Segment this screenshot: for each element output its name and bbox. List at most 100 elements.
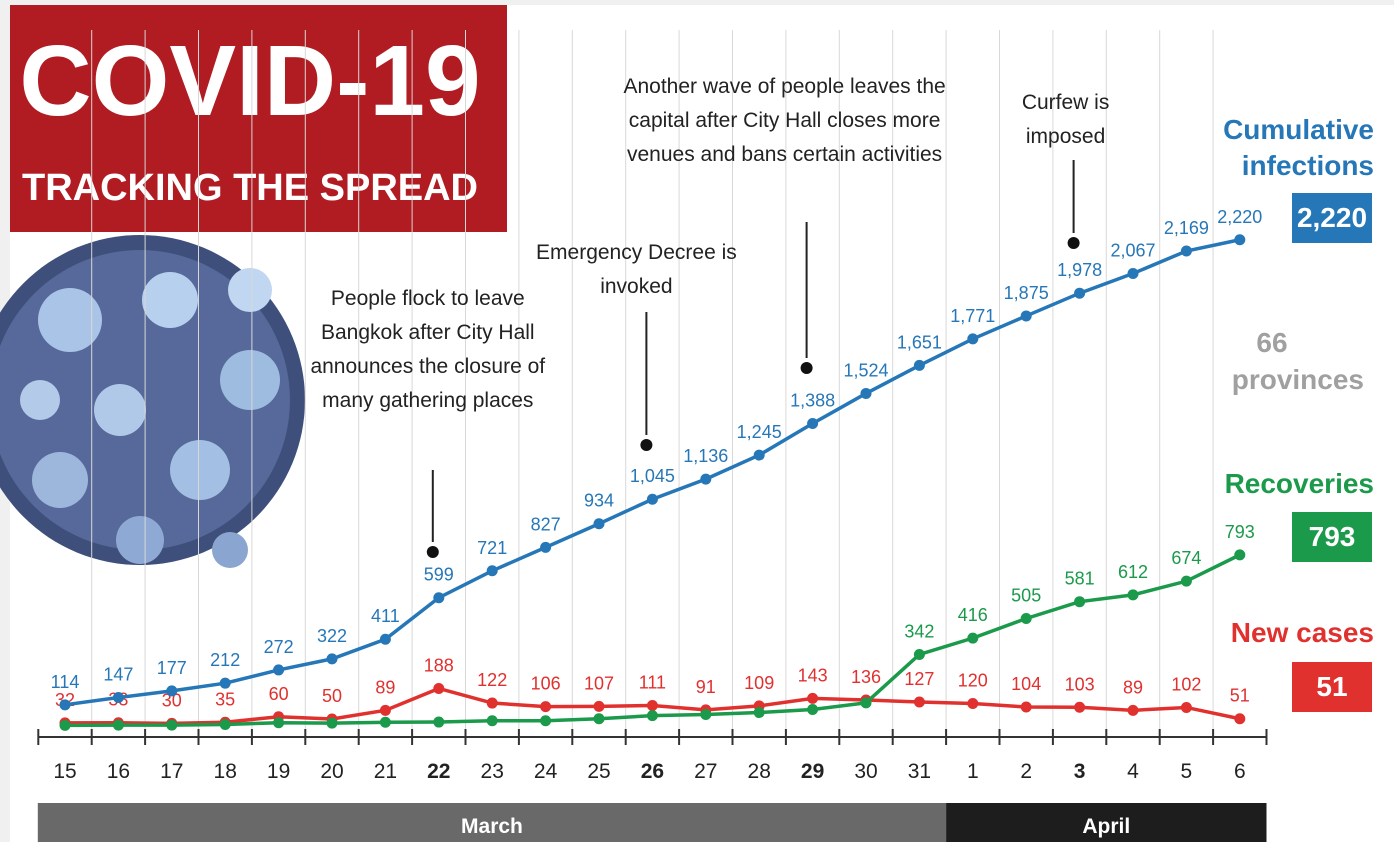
data-point (860, 387, 872, 399)
data-label: 122 (477, 670, 507, 690)
x-tick-label: 18 (214, 760, 237, 783)
data-label: 30 (162, 690, 182, 710)
data-point (1020, 701, 1032, 713)
data-point (1127, 268, 1139, 280)
data-point (326, 717, 338, 729)
data-label: 342 (904, 621, 934, 641)
data-point (913, 359, 925, 371)
virus-illustration (0, 235, 305, 568)
data-label: 1,524 (843, 360, 888, 380)
data-label: 1,388 (790, 390, 835, 410)
data-label: 2,220 (1217, 207, 1262, 227)
data-label: 212 (210, 650, 240, 670)
annotation-dot (640, 439, 653, 451)
data-point (59, 719, 71, 731)
title-box (10, 5, 507, 232)
data-point (753, 707, 765, 719)
data-label: 136 (851, 667, 881, 687)
data-point (593, 518, 605, 530)
data-label: 51 (1230, 686, 1250, 706)
data-label: 674 (1171, 548, 1201, 568)
x-tick-label: 27 (694, 760, 717, 783)
x-tick-label: 15 (53, 760, 76, 783)
x-tick-label: 20 (320, 760, 343, 783)
data-point (646, 710, 658, 722)
data-point (486, 697, 498, 709)
data-point (433, 716, 445, 728)
data-point (807, 692, 819, 704)
x-tick-label: 16 (107, 760, 130, 783)
x-tick-label: 22 (427, 760, 450, 783)
data-point (1234, 713, 1246, 725)
subtitle: TRACKING THE SPREAD (22, 167, 478, 209)
data-point (219, 718, 231, 730)
data-point (326, 653, 338, 665)
month-bar (37, 803, 947, 842)
data-label: 89 (1123, 677, 1143, 697)
data-label: 177 (157, 658, 187, 678)
data-point (1180, 701, 1192, 713)
data-point (1074, 596, 1086, 608)
data-label: 106 (531, 674, 561, 694)
data-point (807, 417, 819, 429)
data-point (1127, 589, 1139, 601)
data-point (1020, 310, 1032, 322)
data-label: 91 (696, 677, 716, 697)
annotation: Curfew is imposed (1021, 91, 1110, 148)
data-point (807, 703, 819, 715)
data-label: 147 (103, 665, 133, 685)
data-point (700, 709, 712, 721)
data-point (967, 333, 979, 345)
data-label: 411 (371, 606, 400, 626)
data-point (486, 715, 498, 727)
data-point (967, 698, 979, 709)
data-point (379, 716, 391, 728)
annotation-dot (426, 546, 439, 558)
month-label: April (1082, 815, 1130, 838)
data-point (1020, 612, 1032, 624)
data-label: 827 (531, 514, 561, 534)
data-label: 120 (958, 671, 988, 691)
data-label: 2,067 (1110, 241, 1155, 261)
data-point (219, 677, 231, 689)
x-tick-label: 3 (1074, 760, 1086, 783)
data-label: 89 (375, 677, 395, 697)
data-point (700, 473, 712, 485)
data-label: 721 (477, 538, 507, 558)
month-bar (946, 803, 1267, 842)
data-label: 505 (1011, 585, 1041, 605)
data-label: 416 (958, 605, 988, 625)
data-point (1180, 575, 1192, 587)
legend-label: New cases (1230, 617, 1374, 648)
summary-box: 793 (1292, 512, 1372, 562)
data-label: 2,169 (1164, 218, 1209, 238)
x-tick-label: 29 (801, 760, 824, 783)
data-point (273, 717, 285, 729)
data-label: 109 (744, 673, 774, 693)
x-tick-label: 23 (481, 760, 504, 783)
x-tick-label: 19 (267, 760, 290, 783)
annotation: Another wave of people leaves the capita… (623, 75, 946, 166)
data-point (540, 701, 552, 713)
data-label: 1,875 (1004, 283, 1049, 303)
x-tick-label: 26 (641, 760, 664, 783)
data-point (486, 565, 498, 577)
data-point (646, 493, 658, 505)
title: COVID-19 (19, 25, 480, 137)
data-point (540, 715, 552, 727)
data-point (860, 697, 872, 709)
x-tick-label: 25 (587, 760, 610, 783)
x-tick-label: 30 (854, 760, 877, 783)
data-point (593, 713, 605, 725)
data-label: 103 (1065, 674, 1095, 694)
data-label: 107 (584, 673, 614, 693)
data-point (112, 719, 124, 731)
data-label: 934 (584, 491, 614, 511)
data-label: 793 (1225, 522, 1255, 542)
data-label: 104 (1011, 674, 1041, 694)
data-label: 581 (1065, 569, 1095, 589)
summary-box: 51 (1292, 662, 1372, 712)
data-point (593, 700, 605, 712)
data-label: 612 (1118, 562, 1148, 582)
data-label: 102 (1171, 674, 1201, 694)
